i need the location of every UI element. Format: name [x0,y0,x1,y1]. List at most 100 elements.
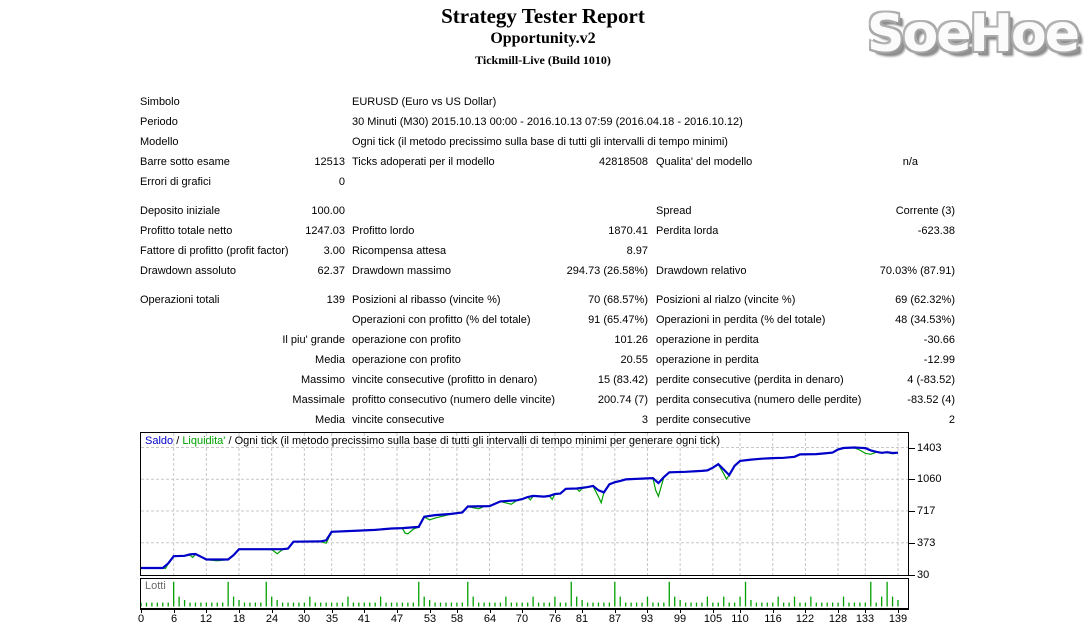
legend-separator: / [225,435,235,447]
legend-separator: / [173,435,183,447]
x-axis-label: 0 [137,613,145,625]
x-axis-tick [615,610,616,613]
x-axis-tick [680,610,681,613]
table-value: Media [315,354,345,366]
x-axis-label: 64 [483,613,497,625]
table-label: Drawdown massimo [352,265,452,277]
x-axis-tick [740,610,741,613]
table-value: Il piu' grande [282,334,345,346]
table-value: 139 [326,294,345,306]
table-value: 91 (65.47%) [588,314,648,326]
table-value: Media [315,414,345,426]
x-axis-label: 87 [608,613,622,625]
table-value: 20.55 [620,354,648,366]
x-axis-tick [141,610,142,613]
x-axis-label: 30 [297,613,311,625]
table-value: 12513 [314,156,345,168]
x-axis-label: 105 [703,613,723,625]
table-label: operazione in perdita [656,334,759,346]
table-label: Posizioni al ribasso (vincite %) [352,294,501,306]
table-value: -623.38 [917,225,955,237]
table-label: EURUSD (Euro vs US Dollar) [352,96,497,108]
x-axis-label: 81 [575,613,589,625]
x-axis-label: 133 [855,613,875,625]
table-value: Massimo [300,374,345,386]
x-axis-tick [522,610,523,613]
legend-model-description: Ogni tick (il metodo precissimo sulla ba… [234,435,720,447]
balance-chart [141,433,908,575]
table-label: perdite consecutive (perdita in denaro) [656,374,844,386]
x-axis-tick [582,610,583,613]
x-axis-label: 128 [828,613,848,625]
x-axis-label: 41 [357,613,371,625]
x-axis-tick [773,610,774,613]
report-subtitle: Opportunity.v2 [490,30,596,47]
table-label: perdita consecutiva (numero delle perdit… [656,394,862,406]
x-axis-tick [490,610,491,613]
x-axis-tick [713,610,714,613]
table-value: n/a [902,156,918,168]
table-label: operazione in perdita [656,354,759,366]
chart-legend: Saldo / Liquidita' / Ogni tick (il metod… [145,435,720,447]
y-axis-label: 30 [917,569,930,581]
table-label: Profitto lordo [352,225,415,237]
table-label: Simbolo [140,96,180,108]
x-axis-label: 139 [888,613,908,625]
table-value: 70 (68.57%) [588,294,648,306]
y-axis-label: 717 [917,505,936,517]
y-axis-tick [909,511,915,512]
legend-equity-label: Liquidita' [182,435,226,447]
table-label: Ricompensa attesa [352,245,447,257]
legend-balance-label: Saldo [145,435,174,447]
y-axis-label: 373 [917,537,936,549]
x-axis-tick [898,610,899,613]
table-label: Operazioni totali [140,294,220,306]
table-value: 3 [641,414,648,426]
table-label: Drawdown relativo [656,265,747,277]
table-value: 1870.41 [608,225,648,237]
table-label: operazione con profito [352,334,461,346]
x-axis-tick [865,610,866,613]
table-label: Errori di grafici [140,176,211,188]
lots-chart-panel: Lotti [140,578,909,610]
balance-chart-panel: Saldo / Liquidita' / Ogni tick (il metod… [140,432,909,576]
table-value: 4 (-83.52) [907,374,955,386]
table-value: -12.99 [923,354,955,366]
table-value: 62.37 [317,265,345,277]
x-axis-label: 110 [731,613,749,625]
x-axis-tick [304,610,305,613]
x-axis-label: 6 [170,613,178,625]
x-axis-label: 58 [450,613,464,625]
y-axis-tick [909,479,915,480]
table-label: Operazioni con profitto (% del totale) [352,314,531,326]
table-label: Profitto totale netto [140,225,233,237]
lots-label: Lotti [145,580,166,592]
table-value: 42818508 [599,156,648,168]
table-label: perdite consecutive [656,414,751,426]
table-label: Operazioni in perdita (% del totale) [656,314,826,326]
table-label: Perdita lorda [656,225,719,237]
x-axis-label: 70 [515,613,529,625]
x-axis-label: 18 [232,613,246,625]
table-label: Qualita' del modello [656,156,753,168]
x-axis-label: 122 [795,613,815,625]
y-axis-tick [909,448,915,449]
x-axis-label: 76 [548,613,562,625]
table-label: Deposito iniziale [140,205,221,217]
x-axis-label: 116 [764,613,782,625]
table-label: 30 Minuti (M30) 2015.10.13 00:00 - 2016.… [352,116,743,128]
table-value: 0 [338,176,345,188]
table-label: Ogni tick (il metodo precissimo sulla ba… [352,136,728,148]
table-value: 294.73 (26.58%) [566,265,648,277]
table-label: Periodo [140,116,178,128]
table-value: 69 (62.32%) [895,294,955,306]
table-value: 70.03% (87.91) [879,265,955,277]
x-axis-label: 12 [199,613,213,625]
x-axis-tick [206,610,207,613]
table-label: Spread [656,205,692,217]
x-axis-tick [332,610,333,613]
table-label: Modello [140,136,179,148]
table-label: operazione con profito [352,354,461,366]
x-axis-tick [647,610,648,613]
table-label: Barre sotto esame [140,156,230,168]
